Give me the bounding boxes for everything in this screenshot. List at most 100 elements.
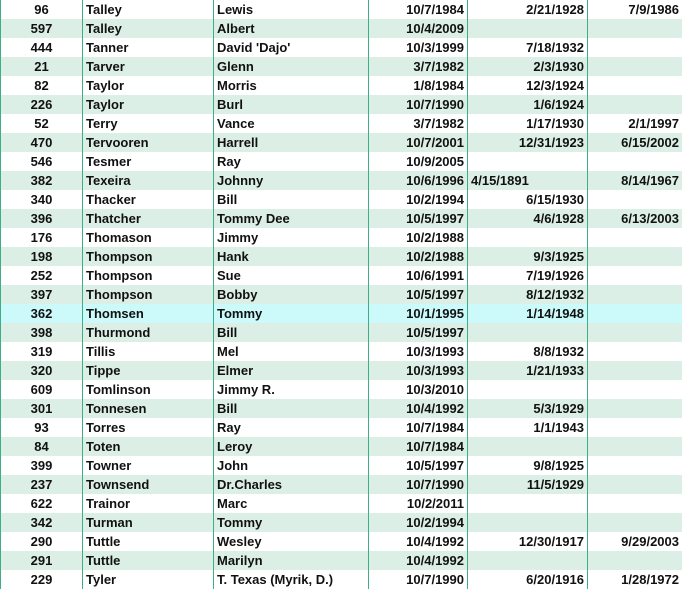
first-name-cell[interactable]: Jimmy R. bbox=[213, 380, 369, 399]
last-name-cell[interactable]: Townsend bbox=[82, 475, 214, 494]
birth-date-cell[interactable]: 2/21/1928 bbox=[467, 0, 588, 19]
id-cell[interactable]: 229 bbox=[0, 570, 83, 589]
death-date-cell[interactable] bbox=[587, 285, 682, 304]
date-cell[interactable]: 10/9/2005 bbox=[368, 152, 468, 171]
first-name-cell[interactable]: T. Texas (Myrik, D.) bbox=[213, 570, 369, 589]
date-cell[interactable]: 10/3/2010 bbox=[368, 380, 468, 399]
date-cell[interactable]: 10/5/1997 bbox=[368, 323, 468, 342]
first-name-cell[interactable]: Johnny bbox=[213, 171, 369, 190]
birth-date-cell[interactable]: 2/3/1930 bbox=[467, 57, 588, 76]
birth-date-cell[interactable]: 1/14/1948 bbox=[467, 304, 588, 323]
date-cell[interactable]: 10/2/1994 bbox=[368, 190, 468, 209]
last-name-cell[interactable]: Tuttle bbox=[82, 532, 214, 551]
date-cell[interactable]: 10/2/2011 bbox=[368, 494, 468, 513]
table-row[interactable]: 597 Talley Albert 10/4/2009 bbox=[0, 19, 682, 38]
last-name-cell[interactable]: Torres bbox=[82, 418, 214, 437]
last-name-cell[interactable]: Tarver bbox=[82, 57, 214, 76]
death-date-cell[interactable] bbox=[587, 76, 682, 95]
birth-date-cell[interactable] bbox=[467, 19, 588, 38]
last-name-cell[interactable]: Thurmond bbox=[82, 323, 214, 342]
birth-date-cell[interactable]: 8/8/1932 bbox=[467, 342, 588, 361]
table-row[interactable]: 93 Torres Ray 10/7/1984 1/1/1943 bbox=[0, 418, 682, 437]
date-cell[interactable]: 10/3/1993 bbox=[368, 361, 468, 380]
id-cell[interactable]: 399 bbox=[0, 456, 83, 475]
date-cell[interactable]: 10/7/1990 bbox=[368, 570, 468, 589]
date-cell[interactable]: 10/2/1988 bbox=[368, 228, 468, 247]
death-date-cell[interactable] bbox=[587, 551, 682, 570]
last-name-cell[interactable]: Taylor bbox=[82, 76, 214, 95]
id-cell[interactable]: 546 bbox=[0, 152, 83, 171]
last-name-cell[interactable]: Thompson bbox=[82, 266, 214, 285]
id-cell[interactable]: 301 bbox=[0, 399, 83, 418]
date-cell[interactable]: 10/7/1984 bbox=[368, 437, 468, 456]
last-name-cell[interactable]: Texeira bbox=[82, 171, 214, 190]
last-name-cell[interactable]: Trainor bbox=[82, 494, 214, 513]
birth-date-cell[interactable]: 12/3/1924 bbox=[467, 76, 588, 95]
death-date-cell[interactable] bbox=[587, 437, 682, 456]
id-cell[interactable]: 342 bbox=[0, 513, 83, 532]
last-name-cell[interactable]: Terry bbox=[82, 114, 214, 133]
date-cell[interactable]: 10/4/1992 bbox=[368, 551, 468, 570]
date-cell[interactable]: 10/2/1988 bbox=[368, 247, 468, 266]
death-date-cell[interactable]: 7/9/1986 bbox=[587, 0, 682, 19]
first-name-cell[interactable]: David 'Dajo' bbox=[213, 38, 369, 57]
birth-date-cell[interactable]: 9/3/1925 bbox=[467, 247, 588, 266]
last-name-cell[interactable]: Thatcher bbox=[82, 209, 214, 228]
date-cell[interactable]: 10/4/1992 bbox=[368, 399, 468, 418]
id-cell[interactable]: 52 bbox=[0, 114, 83, 133]
death-date-cell[interactable] bbox=[587, 494, 682, 513]
death-date-cell[interactable] bbox=[587, 475, 682, 494]
first-name-cell[interactable]: Ray bbox=[213, 152, 369, 171]
last-name-cell[interactable]: Thacker bbox=[82, 190, 214, 209]
birth-date-cell[interactable]: 1/17/1930 bbox=[467, 114, 588, 133]
id-cell[interactable]: 198 bbox=[0, 247, 83, 266]
last-name-cell[interactable]: Thompson bbox=[82, 247, 214, 266]
table-row[interactable]: 82 Taylor Morris 1/8/1984 12/3/1924 bbox=[0, 76, 682, 95]
first-name-cell[interactable]: Glenn bbox=[213, 57, 369, 76]
table-row[interactable]: 96 Talley Lewis 10/7/1984 2/21/1928 7/9/1986 bbox=[0, 0, 682, 19]
table-row[interactable]: 252 Thompson Sue 10/6/1991 7/19/1926 bbox=[0, 266, 682, 285]
id-cell[interactable]: 291 bbox=[0, 551, 83, 570]
id-cell[interactable]: 252 bbox=[0, 266, 83, 285]
id-cell[interactable]: 290 bbox=[0, 532, 83, 551]
date-cell[interactable]: 10/7/1984 bbox=[368, 418, 468, 437]
last-name-cell[interactable]: Toten bbox=[82, 437, 214, 456]
first-name-cell[interactable]: Wesley bbox=[213, 532, 369, 551]
death-date-cell[interactable] bbox=[587, 323, 682, 342]
last-name-cell[interactable]: Tanner bbox=[82, 38, 214, 57]
id-cell[interactable]: 470 bbox=[0, 133, 83, 152]
table-row[interactable]: 362 Thomsen Tommy 10/1/1995 1/14/1948 bbox=[0, 304, 682, 323]
date-cell[interactable]: 10/6/1996 bbox=[368, 171, 468, 190]
death-date-cell[interactable] bbox=[587, 57, 682, 76]
id-cell[interactable]: 382 bbox=[0, 171, 83, 190]
birth-date-cell[interactable]: 9/8/1925 bbox=[467, 456, 588, 475]
id-cell[interactable]: 609 bbox=[0, 380, 83, 399]
birth-date-cell[interactable] bbox=[467, 323, 588, 342]
birth-date-cell[interactable]: 4/15/1891 bbox=[467, 171, 588, 190]
death-date-cell[interactable] bbox=[587, 152, 682, 171]
birth-date-cell[interactable]: 12/30/1917 bbox=[467, 532, 588, 551]
table-row[interactable]: 226 Taylor Burl 10/7/1990 1/6/1924 bbox=[0, 95, 682, 114]
table-row[interactable]: 609 Tomlinson Jimmy R. 10/3/2010 bbox=[0, 380, 682, 399]
birth-date-cell[interactable]: 7/18/1932 bbox=[467, 38, 588, 57]
birth-date-cell[interactable]: 8/12/1932 bbox=[467, 285, 588, 304]
birth-date-cell[interactable]: 6/15/1930 bbox=[467, 190, 588, 209]
death-date-cell[interactable] bbox=[587, 38, 682, 57]
first-name-cell[interactable]: Jimmy bbox=[213, 228, 369, 247]
death-date-cell[interactable] bbox=[587, 418, 682, 437]
first-name-cell[interactable]: Ray bbox=[213, 418, 369, 437]
date-cell[interactable]: 10/7/2001 bbox=[368, 133, 468, 152]
date-cell[interactable]: 10/3/1999 bbox=[368, 38, 468, 57]
table-row[interactable]: 237 Townsend Dr.Charles 10/7/1990 11/5/1929 bbox=[0, 475, 682, 494]
table-row[interactable]: 396 Thatcher Tommy Dee 10/5/1997 4/6/1928 6/1… bbox=[0, 209, 682, 228]
birth-date-cell[interactable]: 1/21/1933 bbox=[467, 361, 588, 380]
first-name-cell[interactable]: Burl bbox=[213, 95, 369, 114]
id-cell[interactable]: 226 bbox=[0, 95, 83, 114]
death-date-cell[interactable] bbox=[587, 361, 682, 380]
death-date-cell[interactable] bbox=[587, 247, 682, 266]
id-cell[interactable]: 21 bbox=[0, 57, 83, 76]
date-cell[interactable]: 10/7/1984 bbox=[368, 0, 468, 19]
last-name-cell[interactable]: Turman bbox=[82, 513, 214, 532]
date-cell[interactable]: 10/1/1995 bbox=[368, 304, 468, 323]
first-name-cell[interactable]: Dr.Charles bbox=[213, 475, 369, 494]
